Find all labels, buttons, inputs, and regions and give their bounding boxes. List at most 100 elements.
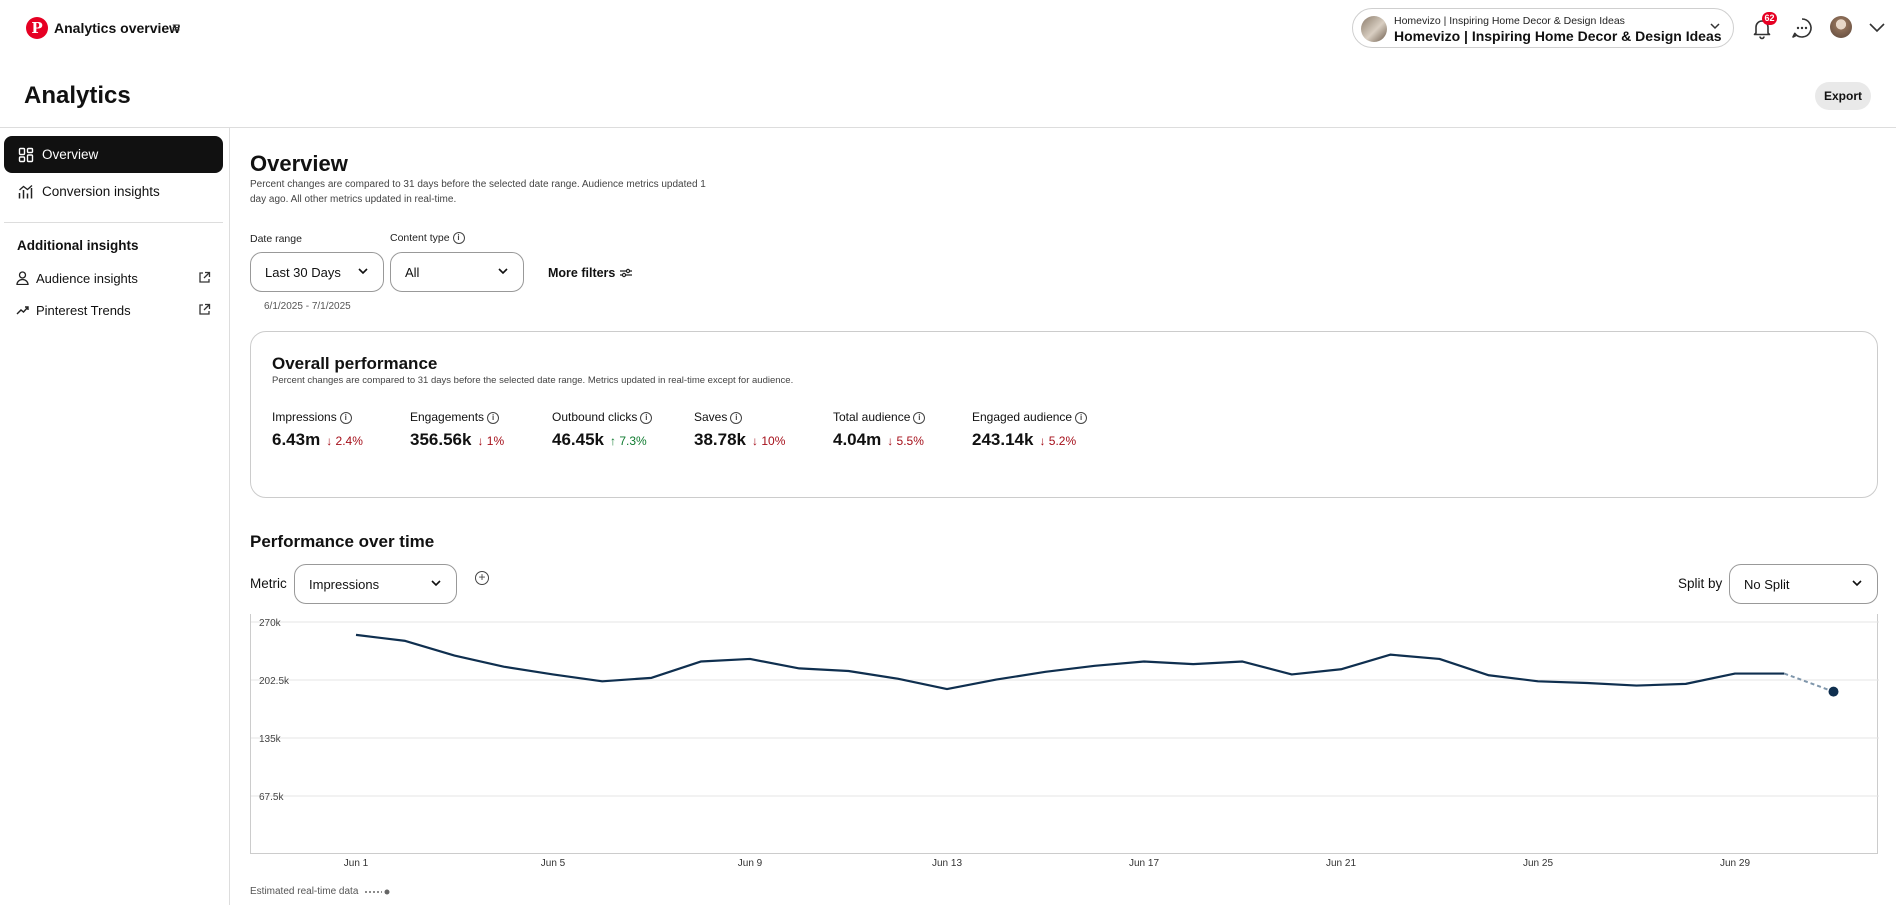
legend-label: Estimated real-time data bbox=[250, 886, 359, 897]
metric-select[interactable]: Impressions bbox=[294, 564, 457, 604]
metric-label: Impressions bbox=[272, 410, 337, 424]
metric-change: ↓ 10% bbox=[752, 434, 786, 448]
date-range-label: Date range bbox=[250, 233, 302, 245]
metric-label: Engaged audience bbox=[972, 410, 1073, 424]
metric-value: 356.56k bbox=[410, 430, 472, 449]
add-metric-icon[interactable]: + bbox=[475, 571, 489, 585]
pinterest-logo-icon[interactable]: P bbox=[26, 17, 48, 39]
metric-label: Outbound clicks bbox=[552, 410, 638, 424]
metric-label: Engagements bbox=[410, 410, 485, 424]
metric-label: Saves bbox=[694, 410, 728, 424]
account-menu-chevron-icon[interactable] bbox=[1868, 18, 1886, 41]
info-icon[interactable]: i bbox=[1075, 411, 1088, 424]
x-tick-label: Jun 17 bbox=[1129, 858, 1159, 869]
account-switcher[interactable]: Homevizo | Inspiring Home Decor & Design… bbox=[1352, 8, 1734, 48]
content-type-label-group: Content type i bbox=[390, 232, 465, 245]
sidebar-item-label: Conversion insights bbox=[42, 184, 160, 199]
info-icon[interactable]: i bbox=[730, 411, 743, 424]
performance-title: Overall performance bbox=[272, 354, 438, 373]
metric-value: 38.78k bbox=[694, 430, 746, 449]
filter-sliders-icon bbox=[620, 268, 633, 278]
arrow-down-icon: ↓ bbox=[477, 434, 487, 448]
account-name-small: Homevizo | Inspiring Home Decor & Design… bbox=[1394, 15, 1625, 27]
content-type-select[interactable]: All bbox=[390, 252, 524, 292]
hamburger-menu-icon[interactable]: ≡ bbox=[172, 19, 181, 35]
impressions-series-line bbox=[355, 633, 1785, 691]
info-icon[interactable]: i bbox=[640, 411, 653, 424]
external-link-icon bbox=[198, 303, 211, 319]
metric-change: ↓ 1% bbox=[477, 434, 505, 448]
export-button[interactable]: Export bbox=[1815, 82, 1871, 110]
notification-badge: 62 bbox=[1762, 12, 1777, 25]
split-by-value: No Split bbox=[1744, 576, 1790, 592]
sidebar-section-heading: Additional insights bbox=[17, 238, 139, 253]
info-icon[interactable]: i bbox=[339, 411, 352, 424]
split-by-select[interactable]: No Split bbox=[1729, 564, 1878, 604]
performance-description: Percent changes are compared to 31 days … bbox=[272, 375, 794, 386]
sidebar-link-label: Pinterest Trends bbox=[36, 302, 131, 318]
sidebar: Overview Conversion insights Additional … bbox=[0, 128, 230, 905]
sidebar-link-audience-insights[interactable]: Audience insights bbox=[16, 268, 211, 288]
arrow-up-icon: ↑ bbox=[610, 434, 620, 448]
metric-outbound-clicks[interactable]: Outbound clicks i 46.45k ↑ 7.3% bbox=[552, 410, 653, 450]
info-icon[interactable]: i bbox=[487, 411, 500, 424]
chevron-down-icon bbox=[1851, 577, 1863, 592]
x-tick-label: Jun 9 bbox=[738, 858, 763, 869]
y-tick-label: 135k bbox=[259, 734, 282, 745]
user-avatar[interactable] bbox=[1830, 16, 1852, 38]
sidebar-link-pinterest-trends[interactable]: Pinterest Trends bbox=[16, 300, 211, 320]
line-chart-svg: 270k 202.5k 135k 67.5k Jun 1 Jun 5 Jun 9 Jun 13… bbox=[251, 618, 1879, 869]
x-tick-label: Jun 25 bbox=[1523, 858, 1553, 869]
info-icon[interactable]: i bbox=[452, 232, 465, 245]
split-by-label: Split by bbox=[1678, 576, 1723, 591]
metric-value: 4.04m bbox=[833, 430, 882, 449]
more-filters-button[interactable]: More filters bbox=[548, 266, 633, 280]
content-type-value: All bbox=[405, 264, 420, 280]
account-avatar bbox=[1361, 16, 1387, 42]
arrow-down-icon: ↓ bbox=[887, 434, 897, 448]
chevron-down-icon bbox=[357, 265, 369, 280]
grid-icon bbox=[18, 147, 34, 163]
trend-icon bbox=[16, 304, 30, 316]
overall-performance-card: Overall performance Percent changes are … bbox=[250, 331, 1878, 498]
messages-icon[interactable] bbox=[1790, 16, 1814, 40]
estimated-data-point bbox=[1828, 686, 1839, 697]
arrow-down-icon: ↓ bbox=[752, 434, 762, 448]
more-filters-label: More filters bbox=[548, 266, 616, 280]
chevron-down-icon bbox=[1709, 20, 1721, 35]
metric-saves[interactable]: Saves i 38.78k ↓ 10% bbox=[694, 410, 785, 450]
performance-chart[interactable]: 270k 202.5k 135k 67.5k Jun 1 Jun 5 Jun 9 Jun 13… bbox=[250, 614, 1879, 869]
metric-engaged-audience[interactable]: Engaged audience i 243.14k ↓ 5.2% bbox=[972, 410, 1088, 450]
top-bar: P Analytics overview ≡ Homevizo | Inspir… bbox=[0, 0, 1896, 56]
sidebar-item-overview[interactable]: Overview bbox=[4, 136, 223, 173]
info-icon[interactable]: i bbox=[913, 411, 926, 424]
metric-select-label: Metric bbox=[250, 576, 287, 591]
chevron-down-icon bbox=[497, 265, 509, 280]
x-tick-label: Jun 29 bbox=[1720, 858, 1750, 869]
y-tick-label: 67.5k bbox=[259, 792, 284, 803]
overview-title: Overview bbox=[250, 151, 348, 176]
metric-total-audience[interactable]: Total audience i 4.04m ↓ 5.5% bbox=[833, 410, 926, 450]
metric-engagements[interactable]: Engagements i 356.56k ↓ 1% bbox=[410, 410, 504, 450]
metric-value: 243.14k bbox=[972, 430, 1034, 449]
metric-value: 6.43m bbox=[272, 430, 321, 449]
chevron-down-icon bbox=[430, 577, 442, 592]
app-title[interactable]: Analytics overview bbox=[54, 20, 181, 36]
date-range-subtext: 6/1/2025 - 7/1/2025 bbox=[264, 301, 351, 312]
x-tick-label: Jun 13 bbox=[932, 858, 962, 869]
sidebar-item-conversion-insights[interactable]: Conversion insights bbox=[4, 173, 223, 210]
x-tick-label: Jun 5 bbox=[541, 858, 566, 869]
metric-change: ↑ 7.3% bbox=[610, 434, 647, 448]
date-range-value: Last 30 Days bbox=[265, 264, 341, 280]
header-divider bbox=[0, 127, 1896, 128]
estimated-data-legend: Estimated real-time data bbox=[250, 886, 392, 897]
date-range-select[interactable]: Last 30 Days bbox=[250, 252, 384, 292]
metric-change: ↓ 5.5% bbox=[887, 434, 924, 448]
metric-label: Total audience bbox=[833, 410, 911, 424]
overview-description: Percent changes are compared to 31 days … bbox=[250, 179, 706, 205]
x-tick-label: Jun 1 bbox=[344, 858, 369, 869]
dashed-line-legend-icon bbox=[365, 889, 390, 894]
sidebar-link-label: Audience insights bbox=[36, 270, 138, 286]
metric-impressions[interactable]: Impressions i 6.43m ↓ 2.4% bbox=[272, 410, 363, 450]
sidebar-divider bbox=[4, 222, 223, 223]
